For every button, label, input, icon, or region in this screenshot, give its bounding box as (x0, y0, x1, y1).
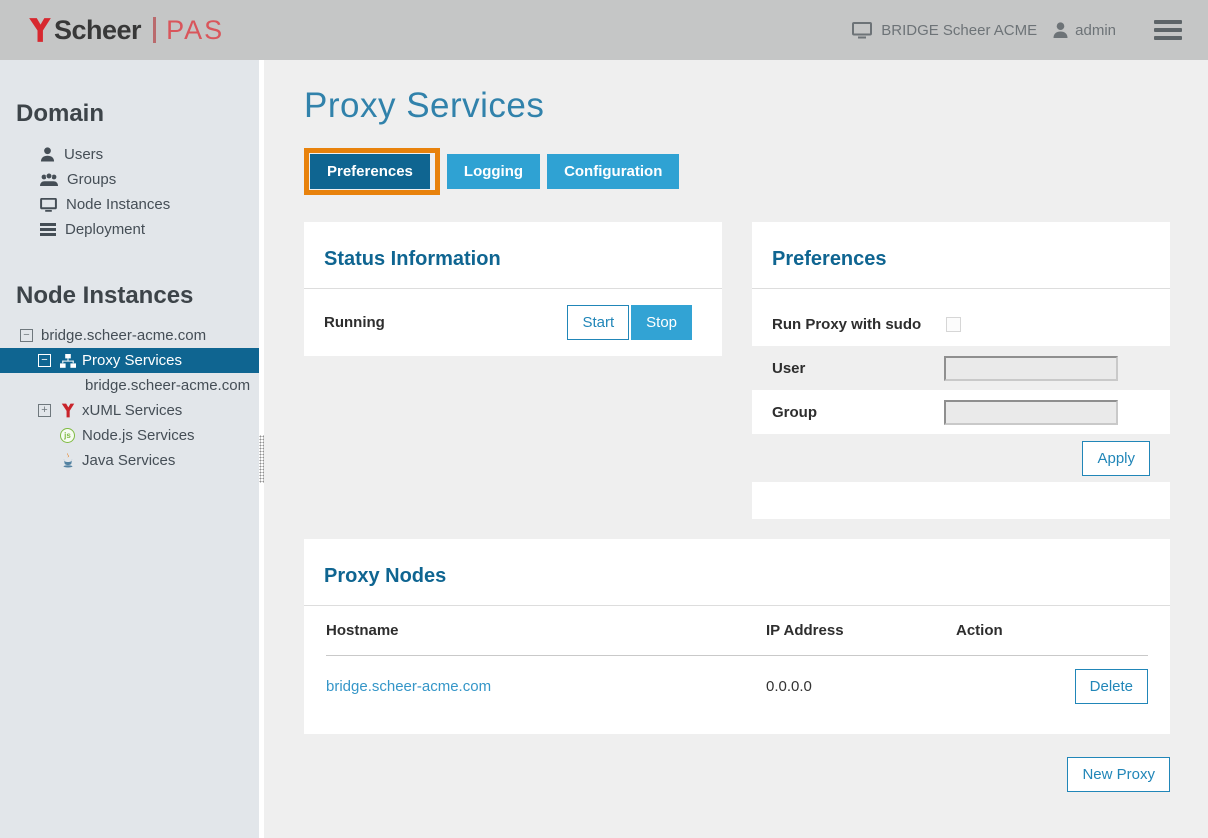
hamburger-menu-icon[interactable] (1154, 16, 1182, 44)
apply-row: Apply (752, 434, 1170, 482)
apply-button[interactable]: Apply (1082, 440, 1150, 476)
scheer-pas-logo: Scheer PAS (28, 15, 224, 46)
group-row: Group (752, 390, 1170, 434)
current-node-label: BRIDGE Scheer ACME (881, 21, 1038, 39)
highlight-annotation: Preferences (304, 148, 440, 195)
tree-node-label: Java Services (82, 452, 176, 469)
sidebar-item-deployment[interactable]: Deployment (0, 217, 259, 242)
tab-bar: Preferences Logging Configuration (304, 148, 1170, 195)
deployment-icon (40, 223, 56, 236)
tree-node-proxy-child[interactable]: bridge.scheer-acme.com (0, 373, 259, 398)
scheer-y-icon (29, 18, 51, 42)
tree-node-label: bridge.scheer-acme.com (41, 327, 207, 344)
users-group-icon (40, 172, 58, 186)
stop-button[interactable]: Stop (631, 305, 692, 340)
logo-separator (153, 17, 157, 43)
sitemap-icon (59, 353, 76, 368)
sidebar-item-label: Node Instances (66, 196, 171, 213)
user-icon (40, 147, 55, 162)
tree-node-nodejs-services[interactable]: js Node.js Services (0, 423, 259, 448)
sudo-row: Run Proxy with sudo (752, 302, 1170, 346)
status-value: Running (324, 314, 385, 331)
user-name-label: admin (1075, 21, 1116, 39)
user-label: User (772, 359, 806, 377)
table-row: bridge.scheer-acme.com 0.0.0.0 Delete (304, 656, 1170, 734)
proxy-node-ip: 0.0.0.0 (766, 678, 812, 695)
group-label: Group (772, 403, 817, 421)
tree-node-label: bridge.scheer-acme.com (85, 377, 251, 394)
tab-configuration[interactable]: Configuration (547, 154, 680, 189)
tree-node-label: xUML Services (82, 402, 183, 419)
tab-logging[interactable]: Logging (446, 154, 541, 189)
group-input[interactable] (944, 399, 1118, 425)
java-icon (59, 453, 76, 468)
proxy-nodes-card: Proxy Nodes Hostname IP Address Action b… (304, 539, 1170, 734)
node-instances-tree: − bridge.scheer-acme.com − Prox (0, 323, 259, 473)
tree-node-bridge[interactable]: − bridge.scheer-acme.com (0, 323, 259, 348)
xuml-icon (59, 403, 76, 418)
sidebar-item-users[interactable]: Users (0, 142, 259, 167)
brand-text: Scheer (54, 14, 142, 45)
monitor-icon (852, 21, 873, 38)
tree-node-label: Proxy Services (82, 352, 183, 369)
tree-node-xuml-services[interactable]: + xUML Services (0, 398, 259, 423)
sidebar-item-groups[interactable]: Groups (0, 167, 259, 192)
product-text: PAS (166, 14, 225, 45)
main-content: Proxy Services Preferences Logging Confi… (264, 60, 1208, 838)
node-instances-heading: Node Instances (16, 282, 194, 309)
status-information-card: Status Information Running Start Stop (304, 222, 722, 356)
tab-preferences[interactable]: Preferences (310, 154, 430, 189)
sidebar-item-label: Deployment (65, 221, 146, 238)
collapse-icon[interactable]: − (38, 354, 51, 367)
page-title: Proxy Services (304, 86, 545, 125)
sidebar: Domain Users Groups (0, 60, 259, 838)
tree-node-java-services[interactable]: Java Services (0, 448, 259, 473)
new-proxy-button[interactable]: New Proxy (1067, 757, 1170, 792)
preferences-card-title: Preferences (772, 248, 887, 270)
delete-button[interactable]: Delete (1074, 669, 1148, 704)
sidebar-item-node-instances[interactable]: Node Instances (0, 192, 259, 217)
user-input[interactable] (944, 355, 1118, 381)
collapse-icon[interactable]: − (20, 329, 33, 342)
user-row: User (752, 346, 1170, 390)
sidebar-item-label: Users (64, 146, 104, 163)
status-card-title: Status Information (324, 248, 501, 270)
domain-heading: Domain (16, 100, 105, 127)
proxy-node-hostname-link[interactable]: bridge.scheer-acme.com (326, 678, 492, 695)
expand-icon[interactable]: + (38, 404, 51, 417)
col-action: Action (956, 622, 1003, 639)
nodejs-icon: js (59, 428, 76, 443)
col-ip-address: IP Address (766, 622, 844, 639)
preferences-card: Preferences Run Proxy with sudo User Gro… (752, 222, 1170, 519)
sudo-checkbox[interactable] (946, 316, 961, 332)
sudo-label: Run Proxy with sudo (772, 315, 922, 333)
start-button[interactable]: Start (567, 305, 630, 340)
proxy-nodes-table-header: Hostname IP Address Action (326, 606, 1148, 656)
top-header: Scheer PAS BRIDGE Scheer ACME admin (0, 0, 1208, 60)
sidebar-item-label: Groups (67, 171, 117, 188)
tree-node-proxy-services[interactable]: − Proxy Services (0, 348, 259, 373)
user-icon (1053, 22, 1068, 38)
sidebar-divider (259, 60, 264, 838)
monitor-icon (40, 197, 57, 212)
col-hostname: Hostname (326, 622, 399, 639)
current-node-menu[interactable]: BRIDGE Scheer ACME (852, 21, 1038, 39)
user-menu[interactable]: admin (1053, 22, 1116, 39)
sidebar-resize-handle[interactable] (259, 435, 264, 483)
proxy-nodes-card-title: Proxy Nodes (324, 565, 447, 587)
tree-node-label: Node.js Services (82, 427, 195, 444)
